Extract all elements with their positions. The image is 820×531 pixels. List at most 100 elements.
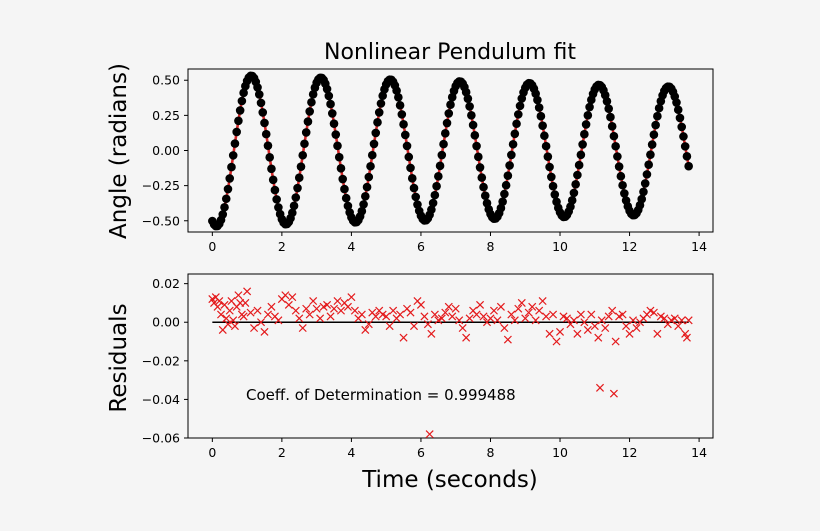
- data-point: [437, 150, 447, 160]
- residual-point: [361, 325, 370, 334]
- residual-point: [500, 323, 509, 333]
- residual-point: [521, 314, 530, 323]
- residual-point: [316, 314, 325, 323]
- data-point: [404, 152, 414, 162]
- residual-point: [510, 316, 519, 325]
- data-point: [293, 183, 302, 193]
- residual-point: [590, 322, 599, 331]
- residual-point: [609, 389, 618, 398]
- residual-point: [222, 314, 231, 323]
- residual-point: [260, 327, 269, 336]
- residual-point: [371, 312, 380, 321]
- residual-point-stroke: [622, 322, 631, 331]
- residual-point-stroke: [549, 310, 558, 319]
- residual-point-stroke: [274, 316, 283, 325]
- residual-point-stroke: [674, 322, 683, 331]
- residual-point: [576, 310, 585, 319]
- residual-point: [677, 316, 686, 325]
- residual-point-stroke: [542, 312, 551, 321]
- residual-point-stroke: [416, 300, 425, 309]
- residual-point-stroke: [510, 316, 519, 325]
- data-point: [538, 121, 547, 130]
- residual-point-stroke: [357, 310, 366, 319]
- data-point: [467, 111, 476, 120]
- data-point: [326, 99, 335, 109]
- residual-point: [555, 327, 565, 336]
- data-point: [434, 172, 443, 181]
- residual-point-stroke: [403, 304, 412, 313]
- top-x-tick-label: 4: [347, 239, 355, 254]
- residual-point-stroke: [288, 293, 297, 302]
- data-point: [366, 161, 375, 171]
- data-point: [543, 152, 553, 161]
- data-point: [401, 130, 410, 140]
- data-point: [513, 110, 523, 119]
- data-point: [307, 97, 316, 107]
- residual-point-stroke: [230, 322, 239, 331]
- data-point: [300, 139, 309, 149]
- top-y-tick-label: 0.50: [152, 73, 180, 88]
- bottom-y-axis-label: Residuals: [106, 303, 132, 412]
- data-point: [359, 200, 368, 209]
- data-point: [609, 131, 619, 141]
- data-point: [430, 190, 440, 200]
- data-point: [294, 173, 304, 182]
- data-point: [394, 93, 403, 102]
- data-point: [545, 162, 554, 172]
- residual-point: [632, 323, 641, 333]
- residual-point-stroke: [368, 308, 377, 317]
- residual-point-stroke: [597, 316, 606, 325]
- residual-point: [253, 306, 262, 315]
- residual-point: [670, 314, 679, 323]
- data-point: [444, 109, 454, 118]
- residual-point-stroke: [396, 310, 405, 319]
- residual-point: [517, 298, 526, 307]
- data-point: [646, 150, 655, 159]
- data-point: [288, 208, 297, 218]
- top-y-tick-label: −0.50: [142, 213, 180, 228]
- data-point: [673, 105, 683, 115]
- residual-point-stroke: [545, 329, 554, 338]
- data-point: [540, 131, 549, 141]
- residual-point: [409, 322, 419, 331]
- residual-point-stroke: [476, 300, 485, 309]
- residual-point: [549, 310, 558, 319]
- data-point: [364, 172, 374, 182]
- data-point: [435, 161, 445, 171]
- residual-point-stroke: [500, 323, 509, 333]
- residual-point: [425, 430, 434, 439]
- data-point: [651, 120, 660, 130]
- residual-point: [357, 310, 366, 319]
- residual-point-stroke: [580, 318, 589, 327]
- residual-point-stroke: [437, 314, 446, 323]
- residual-point-stroke: [250, 323, 259, 333]
- residual-point: [263, 310, 272, 319]
- data-point: [291, 193, 301, 202]
- data-point: [534, 103, 544, 112]
- residual-point-stroke: [423, 320, 432, 329]
- residual-point: [531, 316, 540, 325]
- data-point: [223, 184, 233, 194]
- residual-point-stroke: [595, 383, 605, 392]
- residual-point-stroke: [284, 300, 293, 309]
- coefficient-annotation: Coeff. of Determination = 0.999488: [246, 386, 516, 404]
- residual-point: [284, 300, 293, 309]
- residual-point-stroke: [340, 298, 349, 307]
- data-point: [333, 141, 342, 151]
- residual-point: [420, 312, 429, 321]
- bottom-y-tick-label: −0.04: [142, 392, 180, 407]
- residual-point: [535, 306, 544, 315]
- residual-point: [382, 312, 391, 321]
- residual-point-stroke: [601, 323, 610, 333]
- data-point: [567, 196, 577, 205]
- data-point: [505, 161, 514, 170]
- data-point: [512, 119, 521, 129]
- residual-point: [569, 316, 578, 325]
- data-point: [475, 163, 485, 172]
- data-point: [221, 194, 231, 204]
- residual-point-stroke: [347, 293, 356, 302]
- data-point: [613, 152, 622, 161]
- data-point: [237, 96, 247, 106]
- bottom-x-tick-label: 10: [552, 445, 568, 460]
